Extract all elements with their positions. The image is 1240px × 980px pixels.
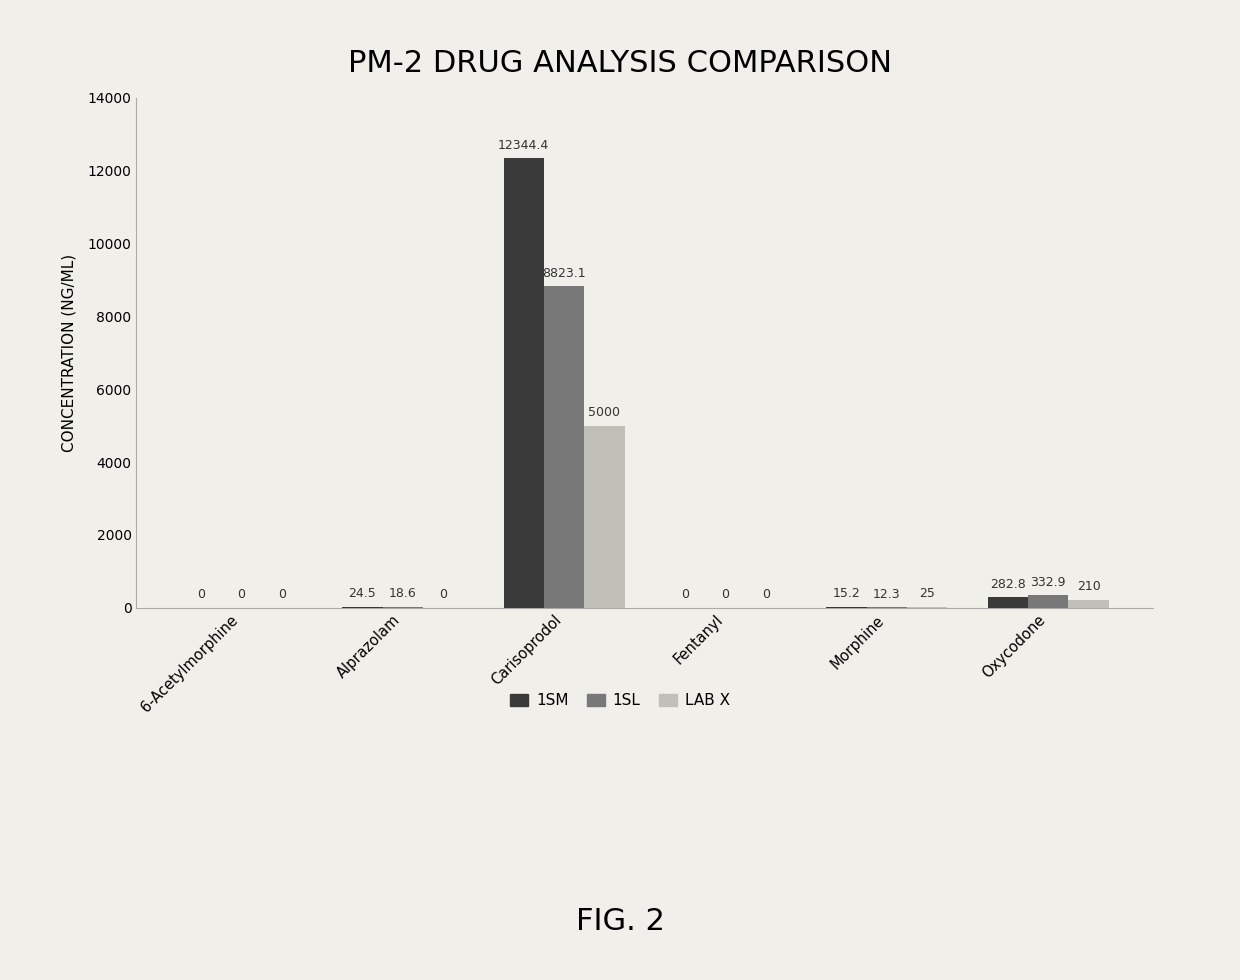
Text: 0: 0: [722, 588, 729, 601]
Text: PM-2 DRUG ANALYSIS COMPARISON: PM-2 DRUG ANALYSIS COMPARISON: [348, 49, 892, 78]
Bar: [503, 158, 544, 608]
Text: 0: 0: [439, 588, 448, 601]
Text: 18.6: 18.6: [389, 587, 417, 601]
Text: 332.9: 332.9: [1030, 576, 1066, 589]
Text: 0: 0: [681, 588, 689, 601]
Bar: [988, 597, 1028, 608]
Text: 0: 0: [237, 588, 246, 601]
Text: 5000: 5000: [589, 406, 620, 419]
Y-axis label: CONCENTRATION (NG/ML): CONCENTRATION (NG/ML): [62, 254, 77, 452]
Text: 24.5: 24.5: [348, 587, 376, 600]
Bar: [1028, 596, 1069, 608]
Text: 8823.1: 8823.1: [542, 267, 587, 280]
Bar: [584, 425, 625, 608]
Text: 0: 0: [761, 588, 770, 601]
Text: FIG. 2: FIG. 2: [575, 906, 665, 936]
Text: 210: 210: [1076, 580, 1101, 594]
Legend: 1SM, 1SL, LAB X: 1SM, 1SL, LAB X: [503, 687, 737, 714]
Bar: [1069, 600, 1109, 608]
Text: 25: 25: [919, 587, 935, 600]
Bar: [544, 286, 584, 608]
Text: 0: 0: [278, 588, 285, 601]
Text: 0: 0: [197, 588, 205, 601]
Text: 282.8: 282.8: [990, 578, 1025, 591]
Text: 12344.4: 12344.4: [498, 139, 549, 152]
Text: 12.3: 12.3: [873, 588, 900, 601]
Text: 15.2: 15.2: [833, 587, 861, 601]
